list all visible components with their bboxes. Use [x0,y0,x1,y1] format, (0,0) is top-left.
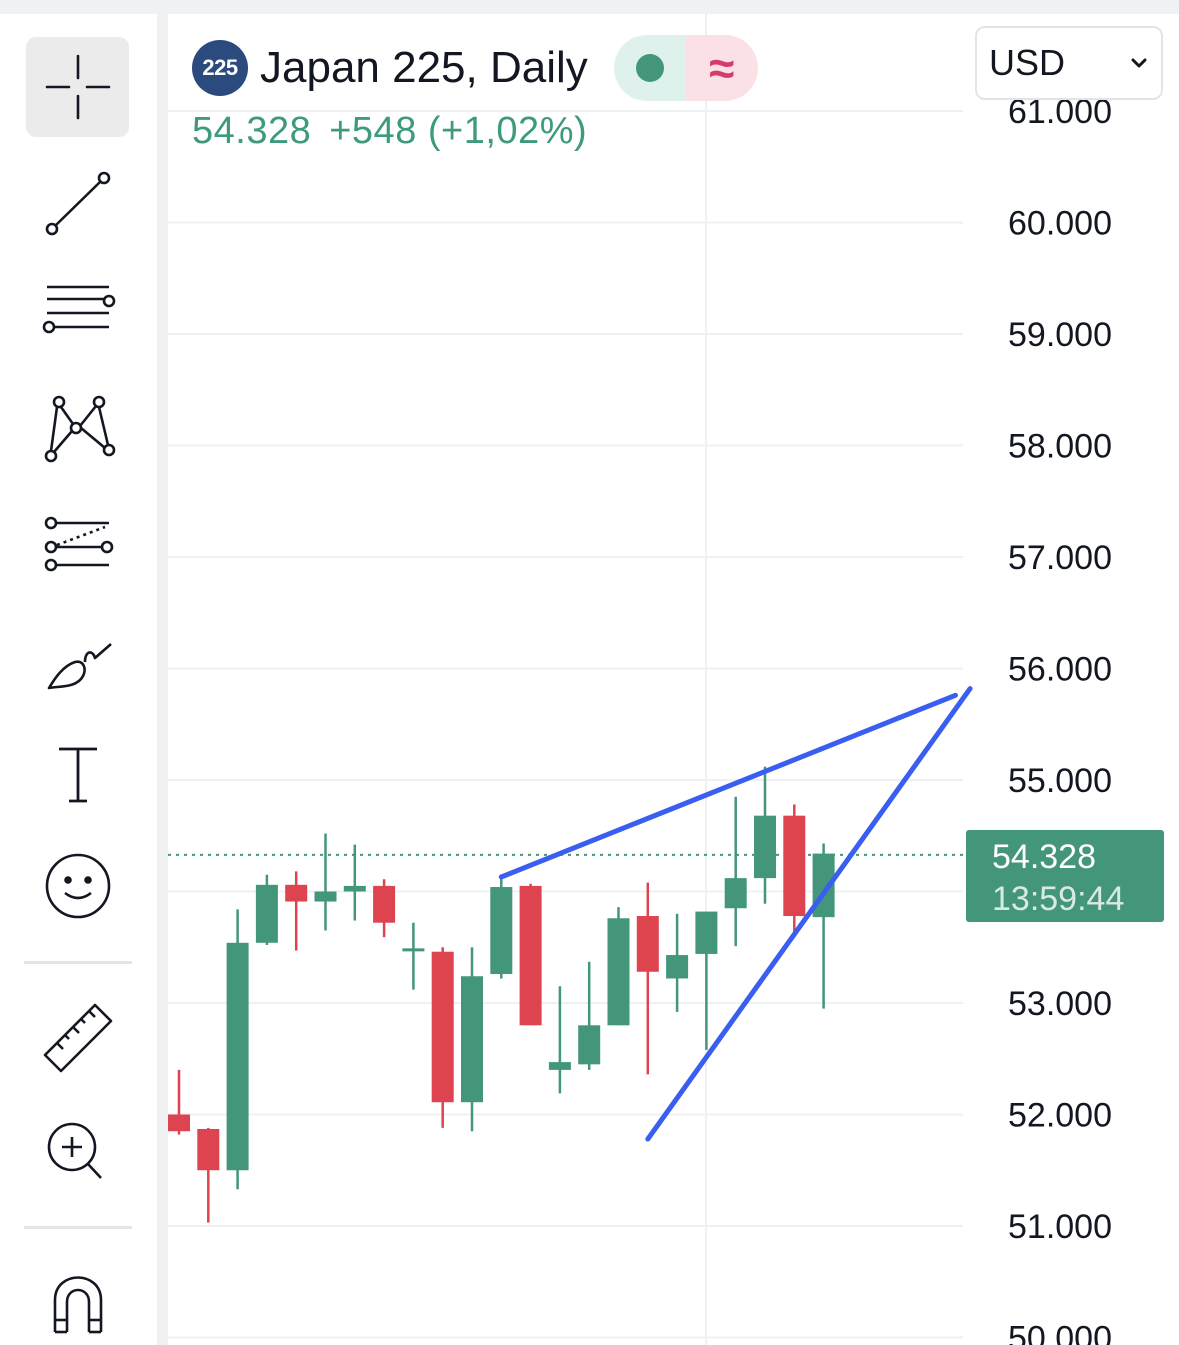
chevron-down-icon [1131,58,1147,68]
y-axis-tick-label: 53.000 [1008,985,1112,1023]
price-change-percent: (+1,02%) [427,110,588,152]
candle-body [783,815,806,917]
zoom-in-icon [47,1122,102,1179]
symbol-logo: 225 [192,40,248,96]
forecast-tool[interactable] [26,494,129,594]
candle-body [666,955,689,979]
y-axis-tick-label: 60.000 [1008,205,1112,243]
drawing-toolbar [0,14,157,1345]
pattern-icon [44,395,115,463]
magnet-tool[interactable] [26,1260,129,1340]
candle-body [343,885,366,892]
candle-body [168,1114,190,1132]
text-icon [58,747,97,803]
candle-body [255,884,278,943]
emoji-icon [45,853,110,919]
price-badge-price: 54.328 [992,838,1096,876]
zoom-in-tool[interactable] [26,1101,129,1201]
y-axis-tick-label: 50.000 [1008,1320,1112,1345]
pattern-tool[interactable] [26,377,129,477]
candle-body [578,1025,601,1065]
toolbar-separator [24,1226,132,1229]
quote-line: 54.328 +548 (+1,02%) [192,110,587,153]
candle-body [197,1128,220,1171]
y-axis-tick-label: 57.000 [1008,539,1112,577]
text-tool[interactable] [26,724,129,824]
brush-icon [47,643,112,690]
chart-panel[interactable]: 61.000 60.000 59.000 58.000 57.000 56.000 55.0… [168,14,1179,1345]
candle-body [548,1062,571,1070]
candle-body [285,884,308,902]
magnet-icon [53,1276,102,1334]
candle-body [607,918,630,1026]
y-axis-tick-label: 59.000 [1008,316,1112,354]
price-chart[interactable]: 61.00060.00059.00058.00057.00056.00055.0… [168,14,1179,1345]
candle-body [226,942,249,1171]
last-price: 54.328 [192,110,312,152]
price-badge-countdown: 13:59:44 [992,880,1124,918]
horizontal-lines-icon [42,285,115,334]
candle-body [402,948,425,952]
candle-body [724,878,747,909]
y-axis-tick-label: 56.000 [1008,651,1112,689]
trendline [498,692,958,880]
delayed-data-status: ≈ [685,35,758,101]
delayed-data-icon: ≈ [709,42,735,94]
y-axis-tick-label: 52.000 [1008,1097,1112,1135]
currency-label: USD [989,42,1066,83]
ruler-icon [43,1003,112,1073]
currency-select[interactable]: USD [975,26,1163,100]
candle-body [373,885,396,923]
candle-body [519,885,542,1026]
trendline [645,686,973,1142]
brush-tool[interactable] [26,609,129,709]
crosshair-tool[interactable] [26,37,129,137]
market-status-pill[interactable]: ≈ [613,35,758,101]
price-badge [966,830,1164,922]
candle-body [695,911,718,954]
candle-body [490,887,513,975]
candle-body [636,916,659,972]
toolbar-separator [24,961,132,964]
trend-line-tool[interactable] [26,152,129,252]
trend-line-icon [45,171,110,236]
y-axis-tick-label: 58.000 [1008,428,1112,466]
horizontal-lines-tool[interactable] [26,262,129,362]
forecast-icon [44,516,113,572]
candle-body [431,951,454,1103]
candle-body [461,976,483,1103]
price-change: +548 [329,110,417,152]
crosshair-icon [45,54,110,120]
symbol-legend: 225 Japan 225, Daily ≈ [192,35,758,101]
y-axis-tick-label: 55.000 [1008,762,1112,800]
symbol-title[interactable]: Japan 225, Daily [260,43,588,92]
candle-body [314,891,337,902]
market-open-dot-icon [635,54,664,82]
market-open-status [613,35,686,101]
emoji-tool[interactable] [26,836,129,936]
candle-body [754,815,776,879]
ruler-tool[interactable] [26,988,129,1088]
y-axis-tick-label: 51.000 [1008,1208,1112,1246]
